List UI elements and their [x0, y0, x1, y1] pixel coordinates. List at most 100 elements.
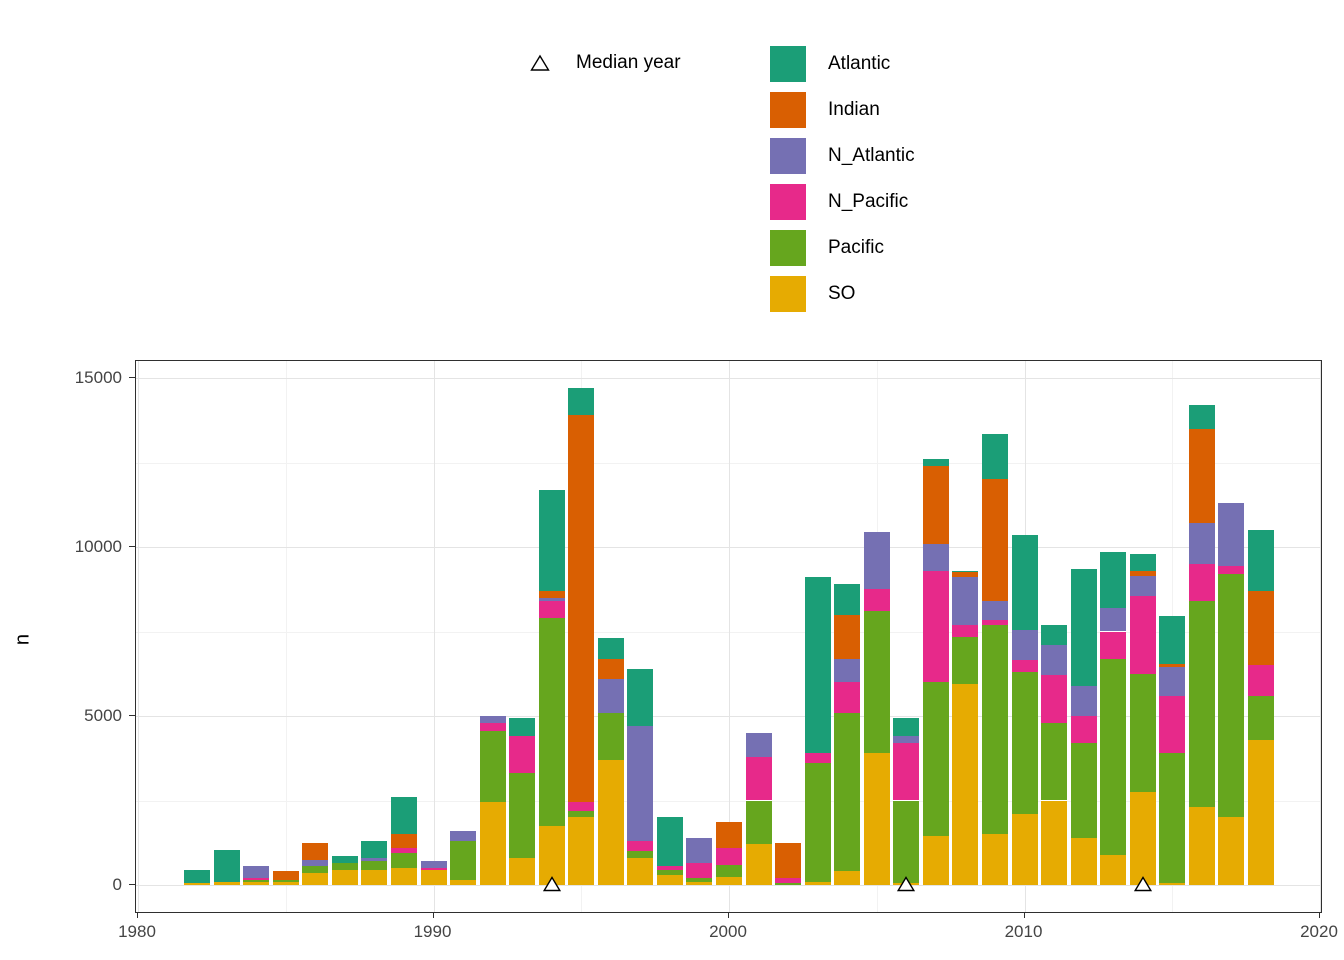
- x-tick-label: 2020: [1300, 922, 1338, 941]
- bar-segment-2017-Pacific: [1218, 574, 1245, 818]
- bar-segment-2014-N_Pacific: [1129, 596, 1156, 674]
- bar-segment-2013-SO: [1100, 854, 1127, 885]
- bar-segment-1985-Indian: [272, 871, 299, 880]
- bar-segment-2003-SO: [804, 881, 831, 885]
- y-tick-label: 10000: [74, 537, 122, 556]
- bar-segment-2009-SO: [981, 834, 1008, 885]
- legend-series: Atlantic Indian N_Atlantic N_Pacific Pacific…: [770, 46, 915, 312]
- bar-segment-2016-N_Pacific: [1188, 563, 1215, 602]
- bar-segment-2006-N_Pacific: [893, 743, 920, 801]
- bar-segment-2006-Pacific: [893, 800, 920, 884]
- bar-segment-1990-SO: [420, 869, 447, 885]
- gridline-h: [136, 378, 1321, 379]
- bar-segment-2016-SO: [1188, 807, 1215, 885]
- bar-segment-1985-SO: [272, 881, 299, 885]
- bar-segment-1999-N_Atlantic: [686, 837, 713, 864]
- x-tick: [137, 912, 138, 918]
- bar-segment-1998-SO: [656, 874, 683, 885]
- bar-segment-2012-N_Atlantic: [1070, 685, 1097, 716]
- median-year-triangle-icon: [530, 54, 550, 71]
- bar-segment-2013-Atlantic: [1100, 552, 1127, 608]
- bar-segment-2000-SO: [716, 876, 742, 885]
- legend-item-pacific: Pacific: [770, 230, 915, 266]
- x-tick: [432, 912, 434, 918]
- bar-segment-2008-Atlantic: [952, 570, 979, 573]
- bar-segment-2008-N_Pacific: [952, 624, 979, 637]
- plot-panel: [135, 360, 1322, 913]
- legend-label-pacific: Pacific: [828, 237, 884, 258]
- bar-segment-1995-Atlantic: [568, 388, 595, 416]
- bar-segment-1987-Atlantic: [331, 856, 358, 864]
- bar-segment-1984-Pacific: [243, 879, 270, 882]
- x-tick: [728, 912, 729, 918]
- bar-segment-2011-Pacific: [1041, 722, 1068, 801]
- bar-segment-2014-Pacific: [1129, 673, 1156, 793]
- bar-segment-2003-Atlantic: [804, 577, 831, 754]
- bar-segment-2009-Pacific: [981, 624, 1008, 835]
- bar-segment-2017-N_Pacific: [1218, 565, 1245, 575]
- bar-segment-2009-N_Pacific: [981, 619, 1008, 625]
- bar-segment-1982-SO: [184, 883, 211, 885]
- x-tick-label: 2010: [1004, 922, 1043, 941]
- x-tick-label: 1980: [118, 922, 156, 941]
- y-tick: [129, 377, 135, 378]
- bar-segment-2008-SO: [952, 683, 979, 885]
- median-year-marker-2006: [897, 876, 916, 897]
- bar-segment-2001-N_Pacific: [745, 756, 772, 801]
- bar-segment-1984-N_Pacific: [243, 878, 270, 880]
- bar-segment-2004-N_Pacific: [834, 682, 861, 713]
- bar-segment-2000-Pacific: [716, 864, 742, 877]
- bar-segment-2000-N_Pacific: [716, 847, 742, 865]
- bar-segment-2012-N_Pacific: [1070, 716, 1097, 744]
- x-tick: [1319, 912, 1320, 918]
- bar-segment-2004-Atlantic: [834, 584, 861, 615]
- bar-segment-2002-Indian: [775, 842, 802, 879]
- legend-swatch-atlantic: [770, 46, 806, 82]
- bar-segment-1992-Pacific: [479, 731, 506, 803]
- bar-segment-1991-N_Atlantic: [450, 830, 477, 842]
- bar-segment-1997-N_Atlantic: [627, 726, 654, 842]
- bar-segment-2008-Pacific: [952, 636, 979, 684]
- bar-segment-2002-N_Pacific: [775, 878, 802, 884]
- bar-segment-1994-N_Pacific: [538, 601, 565, 618]
- gridline-h: [136, 716, 1321, 717]
- bar-segment-1986-N_Atlantic: [302, 859, 329, 867]
- gridline-v: [729, 361, 730, 912]
- legend-item-n_atlantic: N_Atlantic: [770, 138, 915, 174]
- bar-segment-1982-Atlantic: [184, 869, 211, 884]
- legend-label-atlantic: Atlantic: [828, 53, 891, 74]
- legend-swatch-n_atlantic: [770, 138, 806, 174]
- bar-segment-1988-N_Atlantic: [361, 857, 388, 862]
- bar-segment-2018-SO: [1247, 739, 1274, 885]
- bar-segment-2011-N_Atlantic: [1041, 645, 1068, 676]
- legend-label-n_pacific: N_Pacific: [828, 191, 909, 212]
- bar-segment-2014-Indian: [1129, 570, 1156, 576]
- bar-segment-2005-Pacific: [863, 611, 890, 754]
- bar-segment-1991-SO: [450, 879, 477, 885]
- x-tick-label: 2000: [709, 922, 747, 941]
- bar-segment-2005-SO: [863, 753, 890, 885]
- bar-segment-1997-SO: [627, 857, 654, 885]
- bar-segment-1993-Pacific: [509, 773, 536, 858]
- bar-segment-1995-N_Pacific: [568, 802, 595, 811]
- bar-segment-1989-Pacific: [390, 852, 417, 869]
- bar-segment-1986-Pacific: [302, 866, 329, 874]
- bar-segment-2016-Atlantic: [1188, 405, 1215, 429]
- legend-label-indian: Indian: [828, 99, 880, 120]
- x-tick: [1023, 912, 1025, 918]
- y-tick-label: 5000: [84, 706, 122, 725]
- bar-segment-2005-N_Atlantic: [863, 531, 890, 590]
- legend-label-so: SO: [828, 283, 856, 304]
- bar-segment-1983-SO: [213, 881, 240, 885]
- bar-segment-2000-Indian: [716, 822, 742, 848]
- bar-segment-2007-Atlantic: [922, 459, 949, 466]
- bar-segment-1987-Pacific: [331, 863, 358, 870]
- y-tick: [129, 546, 135, 547]
- bar-segment-2012-Atlantic: [1070, 568, 1097, 686]
- bar-segment-1996-SO: [597, 759, 624, 885]
- bar-segment-1994-Indian: [538, 590, 565, 598]
- bar-segment-1998-Atlantic: [656, 817, 683, 867]
- bar-segment-1993-N_Pacific: [509, 736, 536, 774]
- bar-segment-1995-Indian: [568, 415, 595, 803]
- bar-segment-1983-Atlantic: [213, 849, 240, 882]
